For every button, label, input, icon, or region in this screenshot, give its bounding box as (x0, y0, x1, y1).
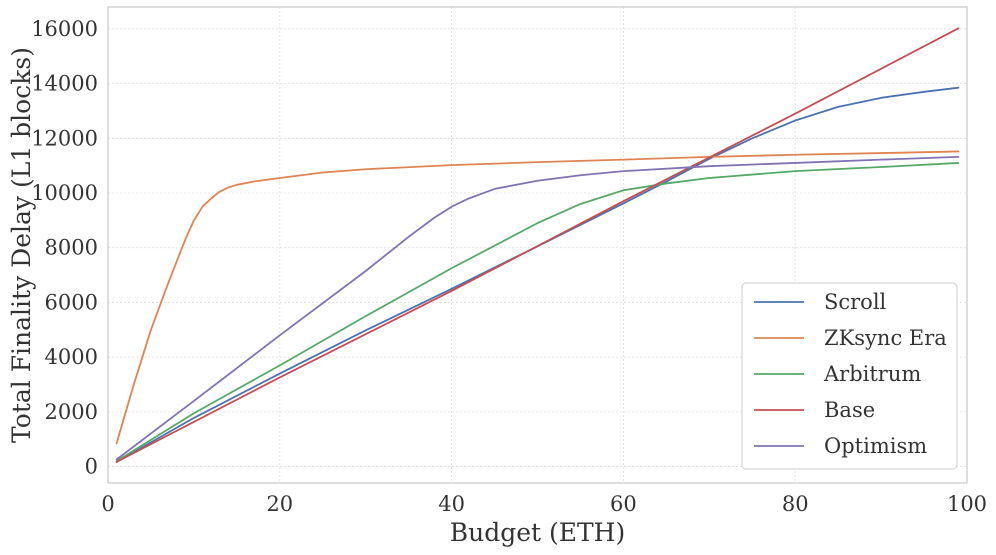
legend-item-optimism: Optimism (754, 434, 927, 458)
legend: Scroll ZKsync Era Arbitrum Base Optimism (741, 282, 958, 470)
y-tick-label: 12000 (31, 126, 98, 150)
x-tick-label: 80 (782, 492, 809, 516)
y-tick-label: 14000 (31, 72, 98, 96)
legend-label: Scroll (824, 290, 887, 314)
y-tick-label: 4000 (45, 345, 98, 369)
legend-label: Base (824, 398, 875, 422)
x-axis-label: Budget (ETH) (450, 518, 626, 547)
y-tick-label: 8000 (45, 236, 98, 260)
y-axis-label: Total Finality Delay (L1 blocks) (7, 47, 36, 443)
legend-item-arbitrum: Arbitrum (754, 362, 921, 386)
series-line-zksync-era (115, 150, 960, 445)
x-tick-label: 60 (610, 492, 637, 516)
legend-label: Optimism (824, 434, 927, 458)
legend-label: Arbitrum (823, 362, 921, 386)
series-lines (115, 27, 960, 463)
legend-item-base: Base (754, 398, 875, 422)
series-line-optimism (115, 156, 960, 461)
grid (107, 7, 968, 483)
x-tick-label: 20 (266, 492, 293, 516)
y-tick-labels: 0 2000 4000 6000 8000 10000 12000 14000 16000 (31, 17, 98, 479)
y-tick-label: 0 (85, 455, 98, 479)
x-tick-label: 100 (947, 492, 987, 516)
legend-item-zksync-era: ZKsync Era (754, 326, 947, 350)
plot-frame (107, 6, 968, 484)
x-tick-labels: 0 20 40 60 80 100 (101, 492, 987, 516)
y-tick-label: 6000 (45, 290, 98, 314)
x-tick-label: 0 (101, 492, 114, 516)
y-tick-label: 10000 (31, 181, 98, 205)
series-line-arbitrum (115, 162, 960, 463)
legend-box (741, 282, 958, 470)
legend-label: ZKsync Era (824, 326, 947, 350)
series-line-scroll (115, 86, 960, 463)
series-line-base (115, 27, 960, 463)
y-tick-label: 16000 (31, 17, 98, 41)
y-tick-label: 2000 (45, 400, 98, 424)
legend-item-scroll: Scroll (754, 290, 887, 314)
x-tick-label: 40 (438, 492, 465, 516)
